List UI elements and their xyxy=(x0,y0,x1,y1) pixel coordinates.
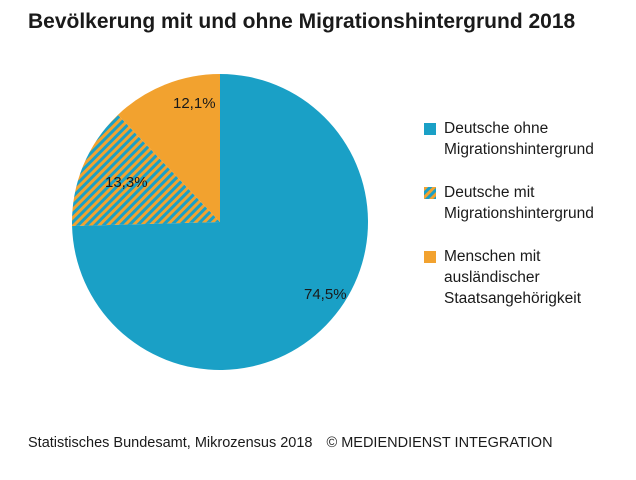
legend-item-1: Deutsche ohne Migrationshintergrund xyxy=(424,118,629,160)
legend-item-2: Deutsche mit Migrationshintergrund xyxy=(424,182,629,224)
footer-source: Statistisches Bundesamt, Mikrozensus 201… xyxy=(28,435,313,451)
legend-label-3-line-1: Menschen mit xyxy=(444,248,541,265)
pie-slice-2 xyxy=(72,114,220,226)
legend-swatch-1 xyxy=(424,123,436,135)
legend-label-1-line-2: Migrationshintergrund xyxy=(444,141,594,158)
legend-swatch-2 xyxy=(424,187,436,199)
pie-slice-3 xyxy=(117,74,220,222)
legend-item-3: Menschen mit ausländischer Staatsangehörig… xyxy=(424,246,629,309)
slice-value-label-3: 12,1% xyxy=(173,95,216,112)
legend-swatch-3 xyxy=(424,251,436,263)
legend-label-2-line-2: Migrationshintergrund xyxy=(444,205,594,222)
footer: Statistisches Bundesamt, Mikrozensus 201… xyxy=(28,435,553,451)
chart-legend: Deutsche ohne Migrationshintergrund Deutsc… xyxy=(424,118,629,331)
chart-title: Bevölkerung mit und ohne Migrationshinte… xyxy=(28,10,576,33)
pie-chart: 74,5% 13,3% 12,1% xyxy=(72,74,369,370)
slice-value-label-2: 13,3% xyxy=(105,174,148,191)
legend-label-3-line-2: ausländischer xyxy=(444,269,540,286)
legend-label-1-line-1: Deutsche ohne xyxy=(444,120,549,137)
legend-label-3-line-3: Staatsangehörigkeit xyxy=(444,290,582,307)
legend-label-2-line-1: Deutsche mit xyxy=(444,184,535,201)
pie-slice-1 xyxy=(72,74,369,370)
slice-value-label-1: 74,5% xyxy=(304,286,347,303)
footer-copyright: © MEDIENDIENST INTEGRATION xyxy=(326,435,553,451)
